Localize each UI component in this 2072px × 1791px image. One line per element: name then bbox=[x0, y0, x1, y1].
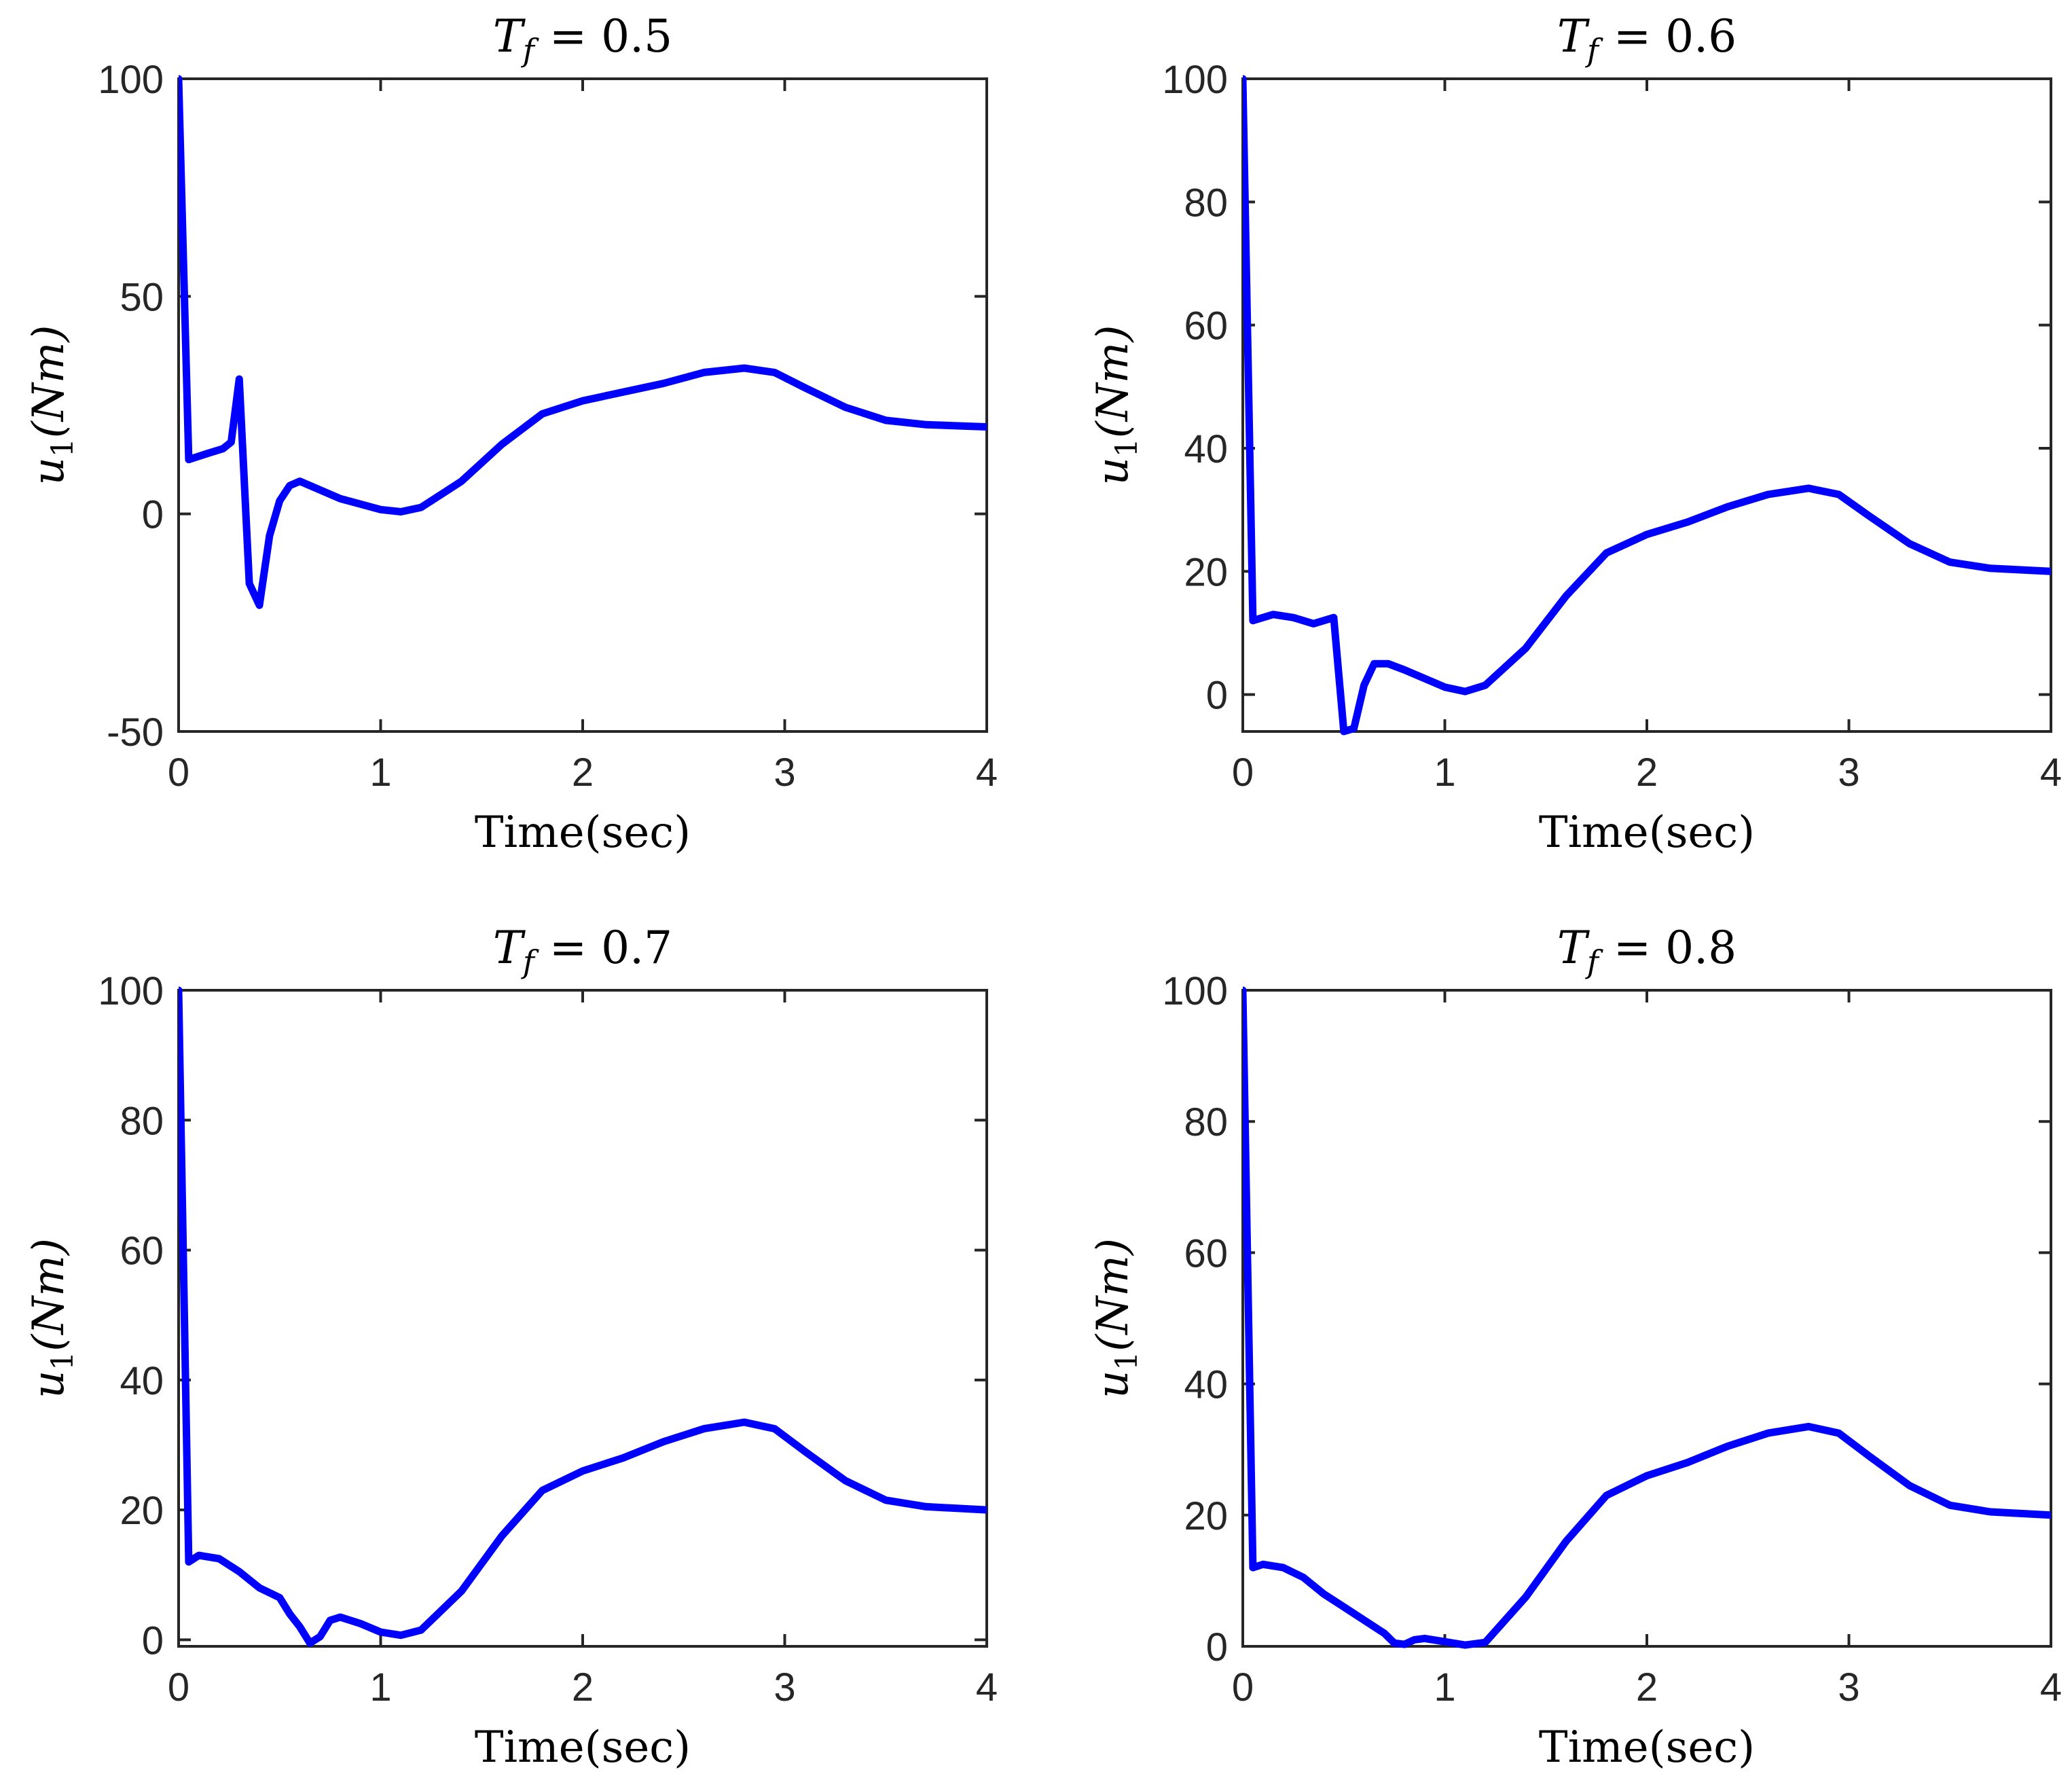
x-tick-label: 1 bbox=[369, 1665, 391, 1709]
y-tick-label: 100 bbox=[98, 58, 164, 102]
axes-frame bbox=[1241, 989, 2052, 1648]
x-tick-label: 2 bbox=[572, 750, 594, 795]
y-tick-label: 0 bbox=[142, 493, 164, 537]
y-label-subscript: 1 bbox=[1110, 1352, 1144, 1371]
series-line-u1 bbox=[1243, 986, 2051, 1649]
y-tick-label: 0 bbox=[1206, 1625, 1228, 1669]
y-label-unit: (Nm) bbox=[1088, 1238, 1138, 1352]
y-tick-label: 0 bbox=[142, 1618, 164, 1663]
y-axis-label: u1(Nm) bbox=[1088, 325, 1144, 486]
x-tick-label: 0 bbox=[1232, 1665, 1254, 1709]
x-axis-label: Time(sec) bbox=[1539, 1722, 1755, 1773]
y-tick-label: 40 bbox=[120, 1359, 164, 1403]
y-axis-label: u1(Nm) bbox=[1088, 1238, 1144, 1398]
y-tick-label: 100 bbox=[1162, 969, 1228, 1013]
y-tick-label: -50 bbox=[107, 710, 164, 755]
chart-title: Tf = 0.7 bbox=[493, 922, 672, 980]
title-value: = 0.5 bbox=[549, 10, 672, 62]
x-tick-label: 4 bbox=[976, 750, 998, 795]
x-tick-label: 0 bbox=[168, 1665, 189, 1709]
y-tick-label: 40 bbox=[1184, 427, 1228, 471]
x-tick-label: 2 bbox=[1636, 750, 1658, 795]
x-tick-label: 2 bbox=[1636, 1665, 1658, 1709]
title-subscript: f bbox=[521, 32, 539, 69]
y-label-unit: (Nm) bbox=[24, 1238, 74, 1352]
x-tick-label: 2 bbox=[572, 1665, 594, 1709]
x-tick-label: 4 bbox=[976, 1665, 998, 1709]
title-variable: T bbox=[493, 922, 526, 974]
x-tick-label: 1 bbox=[1434, 1665, 1455, 1709]
y-label-subscript: 1 bbox=[46, 438, 80, 457]
title-variable: T bbox=[1557, 10, 1591, 62]
x-axis-label: Time(sec) bbox=[475, 808, 691, 858]
series-line-u1 bbox=[179, 75, 987, 609]
y-tick-label: 60 bbox=[1184, 1231, 1228, 1276]
x-axis-label: Time(sec) bbox=[1539, 808, 1755, 858]
title-variable: T bbox=[1557, 922, 1591, 974]
x-tick-label: 3 bbox=[774, 750, 795, 795]
y-label-unit: (Nm) bbox=[1088, 325, 1138, 439]
chart-title: Tf = 0.5 bbox=[493, 10, 672, 69]
x-tick-label: 0 bbox=[168, 750, 189, 795]
y-label-unit: (Nm) bbox=[24, 325, 74, 439]
y-tick-label: 80 bbox=[1184, 1100, 1228, 1144]
x-tick-label: 3 bbox=[1838, 1665, 1859, 1709]
y-tick-label: 20 bbox=[1184, 550, 1228, 594]
y-label-subscript: 1 bbox=[1110, 438, 1144, 457]
title-variable: T bbox=[493, 10, 526, 62]
y-tick-label: 60 bbox=[120, 1229, 164, 1273]
y-label-variable: u bbox=[1088, 1371, 1138, 1398]
title-value: = 0.6 bbox=[1614, 10, 1737, 62]
axes-frame bbox=[1241, 77, 2052, 733]
title-value: = 0.7 bbox=[549, 922, 672, 974]
x-tick-label: 1 bbox=[1434, 750, 1455, 795]
title-subscript: f bbox=[1585, 943, 1603, 980]
y-tick-label: 100 bbox=[98, 969, 164, 1013]
y-axis-label: u1(Nm) bbox=[24, 325, 80, 486]
x-tick-label: 1 bbox=[369, 750, 391, 795]
y-tick-label: 80 bbox=[1184, 181, 1228, 225]
title-value: = 0.8 bbox=[1614, 922, 1737, 974]
title-subscript: f bbox=[521, 943, 539, 980]
series-line-u1 bbox=[179, 986, 987, 1647]
y-tick-label: 100 bbox=[1162, 58, 1228, 102]
x-tick-label: 4 bbox=[2040, 750, 2062, 795]
x-axis-label: Time(sec) bbox=[475, 1722, 691, 1773]
y-tick-label: 20 bbox=[120, 1489, 164, 1533]
axes-frame bbox=[177, 77, 988, 733]
axes-frame bbox=[177, 989, 988, 1648]
x-tick-label: 3 bbox=[1838, 750, 1859, 795]
y-tick-label: 40 bbox=[1184, 1363, 1228, 1407]
y-tick-label: 0 bbox=[1206, 674, 1228, 718]
y-label-variable: u bbox=[1088, 457, 1138, 485]
x-tick-label: 0 bbox=[1232, 750, 1254, 795]
y-tick-label: 80 bbox=[120, 1099, 164, 1143]
y-label-variable: u bbox=[24, 1371, 74, 1398]
title-subscript: f bbox=[1585, 32, 1603, 69]
y-label-variable: u bbox=[24, 457, 74, 485]
y-tick-label: 60 bbox=[1184, 304, 1228, 348]
y-tick-label: 20 bbox=[1184, 1494, 1228, 1538]
y-label-subscript: 1 bbox=[46, 1352, 80, 1371]
y-tick-label: 50 bbox=[120, 275, 164, 319]
chart-title: Tf = 0.8 bbox=[1557, 922, 1737, 980]
chart-title: Tf = 0.6 bbox=[1557, 10, 1737, 69]
x-tick-label: 4 bbox=[2040, 1665, 2062, 1709]
y-axis-label: u1(Nm) bbox=[24, 1238, 80, 1398]
series-line-u1 bbox=[1243, 75, 2051, 736]
x-tick-label: 3 bbox=[774, 1665, 795, 1709]
